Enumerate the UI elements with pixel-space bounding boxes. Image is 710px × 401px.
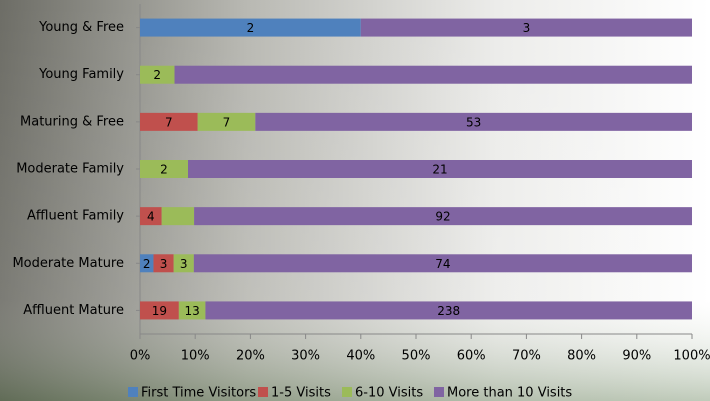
y-tick-label: Young Family — [38, 67, 124, 82]
bar-segment — [153, 254, 174, 273]
x-tick-label: 10% — [181, 349, 210, 364]
legend-label: First Time Visitors — [141, 386, 256, 401]
bar-segment — [178, 301, 206, 320]
value-label: 19 — [152, 304, 167, 318]
bar-segment — [194, 207, 692, 226]
value-label: 3 — [523, 21, 531, 35]
bar-segment — [140, 207, 162, 226]
bar-segment — [360, 18, 692, 37]
x-tick-label: 50% — [402, 349, 431, 364]
bar-segment — [140, 112, 198, 131]
bar-segment — [140, 65, 175, 84]
value-label: 2 — [160, 163, 168, 177]
x-tick-label: 80% — [567, 349, 596, 364]
y-tick-label: Affluent Mature — [23, 303, 124, 318]
y-tick-label: Young & Free — [38, 20, 124, 35]
y-tick-label: Moderate Mature — [12, 256, 124, 271]
x-tick-label: 70% — [512, 349, 541, 364]
legend-swatch — [128, 387, 138, 397]
y-tick-label: Maturing & Free — [20, 114, 124, 129]
value-label: 7 — [223, 115, 231, 129]
bar-segment — [188, 160, 692, 178]
value-label: 7 — [165, 115, 173, 129]
legend-swatch — [258, 387, 268, 397]
bar-segment — [193, 254, 693, 273]
y-tick-label: Affluent Family — [27, 209, 124, 224]
bar-segment — [173, 254, 194, 273]
bar-segment — [161, 207, 195, 226]
value-label: 21 — [432, 163, 447, 177]
legend-label: More than 10 Visits — [447, 386, 572, 401]
value-label: 74 — [435, 257, 450, 271]
value-label: 13 — [184, 304, 199, 318]
bar-segment — [140, 301, 179, 320]
x-tick-label: 30% — [291, 349, 320, 364]
x-tick-label: 100% — [673, 349, 710, 364]
value-label: 92 — [435, 210, 450, 224]
value-label: 2 — [247, 21, 255, 35]
bar-segment — [140, 160, 188, 178]
y-tick-label: Moderate Family — [16, 162, 124, 177]
legend-label: 6-10 Visits — [355, 386, 423, 401]
value-label: 238 — [437, 304, 460, 318]
value-label: 53 — [466, 115, 481, 129]
legend-label: 1-5 Visits — [271, 386, 331, 401]
x-tick-label: 20% — [236, 349, 265, 364]
value-label: 2 — [143, 257, 151, 271]
bar-segment — [205, 301, 692, 320]
bar-segment — [140, 254, 154, 273]
legend-swatch — [342, 387, 352, 397]
value-label: 3 — [160, 257, 168, 271]
x-tick-label: 40% — [346, 349, 375, 364]
x-tick-label: 60% — [457, 349, 486, 364]
bar-segment — [255, 112, 693, 131]
bar-segment — [140, 18, 361, 37]
legend-swatch — [434, 387, 444, 397]
value-label: 3 — [180, 257, 188, 271]
value-label: 2 — [153, 68, 161, 82]
x-tick-label: 0% — [130, 349, 151, 364]
value-label: 4 — [147, 210, 155, 224]
bar-segment — [174, 65, 692, 84]
bar-segment — [197, 112, 256, 131]
x-tick-label: 90% — [622, 349, 651, 364]
